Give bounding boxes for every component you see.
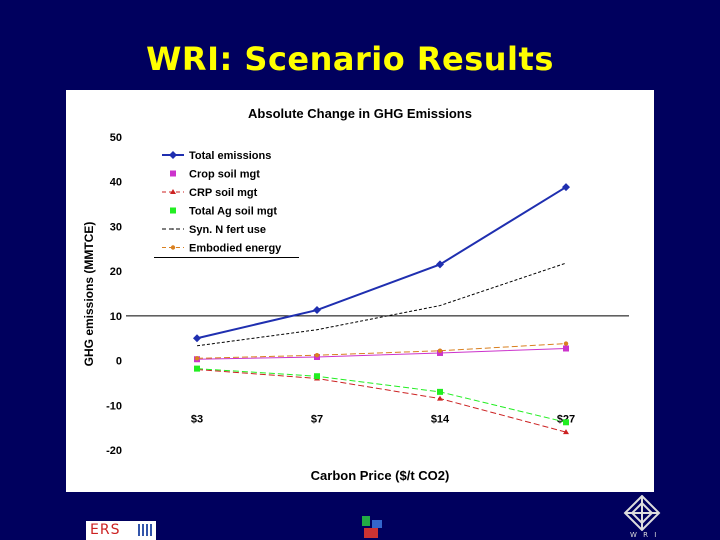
wri-logo-text: W R I: [630, 531, 659, 539]
y-tick-label: 50: [110, 132, 122, 144]
data-point: [563, 341, 569, 346]
legend-entry: Syn. N fert use: [189, 224, 266, 236]
legend-swatch-marker: [170, 245, 176, 250]
data-point: [194, 356, 200, 361]
series-line: [196, 262, 567, 347]
ers-logo-icon: ERS: [86, 521, 156, 540]
data-point: [563, 345, 569, 352]
series-line: [196, 343, 567, 359]
x-tick-label: $14: [431, 413, 450, 425]
y-tick-label: 20: [110, 266, 122, 278]
university-logo-icon: [362, 516, 382, 538]
data-point: [563, 429, 569, 435]
chart-panel: Absolute Change in GHG Emissions -20 -10 0 1…: [66, 90, 654, 492]
legend-swatch-marker: [172, 228, 174, 230]
data-point: [562, 183, 570, 192]
legend-entry: Total emissions: [189, 150, 271, 162]
y-tick-label: 40: [110, 177, 122, 189]
series-line: [196, 368, 567, 423]
data-point: [437, 349, 443, 356]
y-axis-label: GHG emissions (MMTCE): [82, 222, 96, 367]
x-tick-label: $7: [311, 413, 323, 425]
legend-entry: Embodied energy: [189, 243, 282, 255]
x-axis-label: Carbon Price ($/t CO2): [311, 468, 450, 483]
data-point: [313, 306, 321, 315]
data-point: [314, 373, 320, 380]
data-point: [437, 348, 443, 353]
legend-swatch-marker: [169, 151, 177, 159]
data-point: [436, 260, 444, 269]
chart-title: Absolute Change in GHG Emissions: [248, 106, 472, 121]
y-tick-label: 30: [110, 221, 122, 233]
y-tick-label: -10: [106, 400, 122, 412]
legend-entry: Total Ag soil mgt: [189, 206, 277, 218]
data-point: [563, 419, 569, 426]
y-tick-label: 10: [110, 311, 122, 323]
legend-entry: Crop soil mgt: [189, 169, 260, 181]
legend-swatch-marker: [170, 189, 176, 194]
legend-swatch-marker: [170, 170, 176, 177]
data-point: [314, 353, 320, 358]
legend-entry: CRP soil mgt: [189, 187, 258, 199]
slide-title: WRI: Scenario Results: [146, 40, 554, 78]
data-point: [437, 395, 443, 401]
data-point: [194, 365, 200, 372]
series-line: [196, 369, 567, 433]
y-tick-label: 0: [116, 356, 122, 368]
y-tick-label: -20: [106, 445, 122, 457]
legend-swatch-marker: [170, 207, 176, 214]
ghg-chart: Absolute Change in GHG Emissions -20 -10 0 1…: [82, 106, 629, 483]
x-tick-label: $3: [191, 413, 203, 425]
data-point: [193, 334, 201, 343]
series-line: [196, 186, 567, 340]
data-point: [437, 388, 443, 395]
wri-logo-icon: W R I: [622, 494, 662, 540]
series-line: [196, 347, 567, 360]
